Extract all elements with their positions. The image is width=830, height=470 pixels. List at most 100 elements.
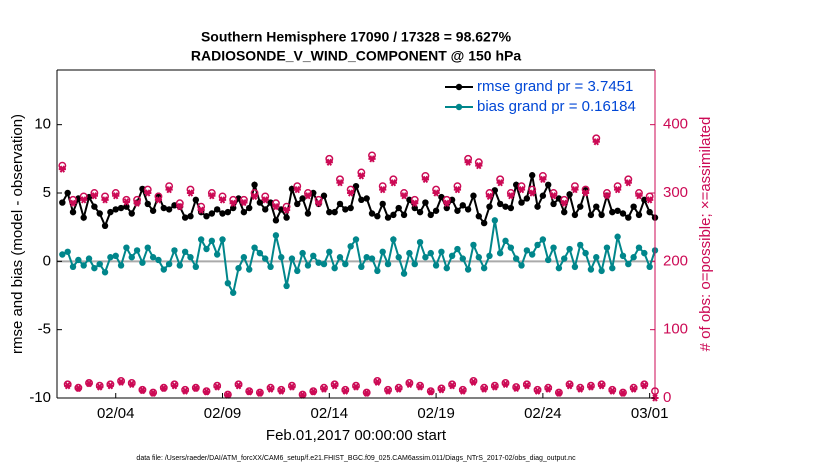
marker <box>432 207 440 214</box>
marker <box>507 244 515 251</box>
marker <box>384 260 392 268</box>
y-tick-label: -10 <box>29 389 51 406</box>
marker <box>550 244 557 251</box>
marker <box>598 267 605 275</box>
marker <box>213 383 221 391</box>
marker <box>341 387 349 395</box>
marker <box>528 251 536 258</box>
marker <box>245 388 253 396</box>
marker <box>475 213 483 220</box>
marker <box>294 267 301 275</box>
marker <box>224 280 232 287</box>
marker <box>326 248 333 255</box>
marker <box>331 382 339 390</box>
marker <box>539 175 547 183</box>
marker <box>624 179 632 187</box>
marker <box>406 249 413 257</box>
marker <box>455 103 463 111</box>
marker <box>641 196 648 204</box>
marker <box>133 199 141 207</box>
marker <box>518 262 525 269</box>
marker <box>443 199 451 207</box>
marker <box>283 282 290 290</box>
marker <box>635 244 643 251</box>
marker <box>224 391 232 399</box>
marker <box>534 203 541 210</box>
marker <box>646 263 653 270</box>
marker <box>454 207 461 214</box>
marker <box>486 252 493 260</box>
marker <box>469 378 478 386</box>
marker <box>154 196 163 204</box>
marker <box>288 255 296 262</box>
marker <box>331 264 338 272</box>
marker <box>502 237 509 245</box>
marker <box>416 383 424 391</box>
marker <box>625 260 632 268</box>
marker <box>128 254 135 261</box>
y2-tick-label: 200 <box>663 252 688 269</box>
marker <box>240 254 248 261</box>
marker <box>176 262 184 269</box>
marker <box>635 211 643 219</box>
marker <box>144 200 151 208</box>
marker <box>549 192 558 200</box>
marker <box>571 263 579 270</box>
marker <box>507 204 515 212</box>
marker <box>325 158 333 166</box>
marker <box>299 249 306 257</box>
marker <box>197 206 205 214</box>
marker <box>480 385 488 393</box>
marker <box>448 382 456 390</box>
marker <box>347 243 354 250</box>
marker <box>315 259 322 266</box>
x-axis-label: Feb.01,2017 00:00:00 start <box>266 427 447 444</box>
y-tick-label: 10 <box>34 116 51 133</box>
marker <box>320 192 328 199</box>
marker <box>432 189 440 197</box>
marker <box>138 386 147 395</box>
marker <box>58 165 66 173</box>
marker <box>512 384 520 393</box>
marker <box>454 245 461 253</box>
marker <box>170 382 179 390</box>
marker <box>251 244 258 251</box>
chart-title: Southern Hemisphere 17090 / 17328 = 98.6… <box>201 29 512 45</box>
marker <box>598 382 606 390</box>
y-axis-label: rmse and bias (model - observation) <box>9 114 26 354</box>
y-tick-label: 0 <box>43 252 51 269</box>
marker <box>565 382 574 390</box>
marker <box>635 192 643 200</box>
x-tick-label: 02/09 <box>204 405 242 422</box>
marker <box>390 211 397 219</box>
marker <box>416 208 424 216</box>
marker <box>427 211 434 219</box>
marker <box>326 208 333 216</box>
marker <box>59 199 66 206</box>
marker <box>208 210 216 217</box>
marker <box>69 199 77 207</box>
marker <box>91 264 98 272</box>
marker <box>358 263 365 270</box>
marker <box>598 211 605 219</box>
marker <box>566 191 573 198</box>
marker <box>246 266 253 273</box>
marker <box>208 237 216 245</box>
marker <box>507 192 515 200</box>
marker <box>400 211 408 219</box>
marker <box>437 386 446 394</box>
marker <box>315 199 323 207</box>
marker <box>283 214 290 221</box>
marker <box>614 207 621 214</box>
marker <box>347 189 355 197</box>
marker <box>187 213 194 220</box>
marker <box>539 236 547 243</box>
marker <box>550 200 557 208</box>
marker <box>501 380 510 388</box>
marker <box>646 196 654 204</box>
marker <box>64 248 71 255</box>
marker <box>374 267 381 275</box>
y2-axis-label: # of obs: o=possible; ×=assimilated <box>697 117 714 352</box>
marker <box>577 203 584 210</box>
